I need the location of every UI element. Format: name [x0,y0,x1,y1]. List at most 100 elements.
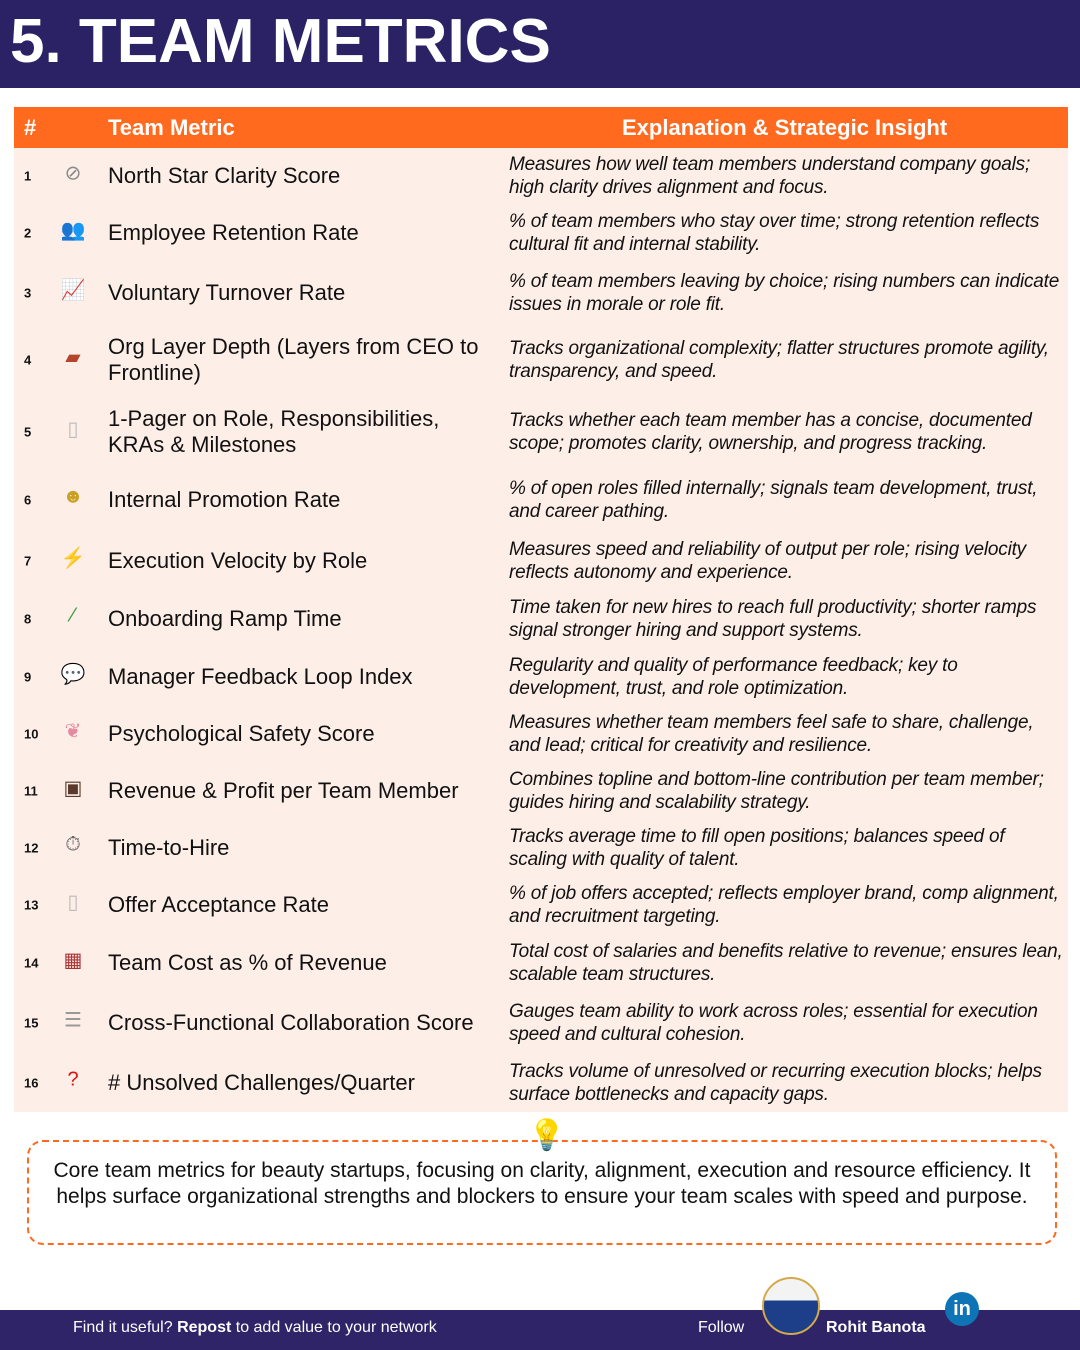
question-mark-icon: ? [67,1068,79,1091]
metric-name: Org Layer Depth (Layers from CEO to Fron… [108,334,479,385]
row-number: 9 [24,669,32,684]
people-icon: 👥 [60,219,86,241]
title-bar: 5. TEAM METRICS [0,0,1080,88]
row-number: 1 [24,168,32,184]
speech-bubble-icon: 💬 [60,663,86,685]
metric-explanation: % of team members leaving by choice; ris… [509,270,1060,315]
metric-explanation: Measures how well team members understan… [509,154,1031,198]
lightning-icon: ⚡ [60,547,86,569]
table-row: 9 💬 Manager Feedback Loop Index Regulari… [14,648,1068,705]
table-row: 7 ⚡ Execution Velocity by Role Measures … [14,531,1068,590]
metric-name: Execution Velocity by Role [108,547,368,573]
table-row: 13 ▯ Offer Acceptance Rate % of job offe… [14,876,1068,933]
metrics-table: # Team Metric Explanation & Strategic In… [14,107,1068,1112]
table-row: 2 👥 Employee Retention Rate % of team me… [14,204,1068,261]
worker-icon: ☻ [62,485,84,508]
metric-name: Employee Retention Rate [108,219,359,245]
metric-explanation: Regularity and quality of performance fe… [509,654,958,699]
metric-explanation: Total cost of salaries and benefits rela… [509,941,1063,985]
header-num: # [24,115,37,140]
table-row: 10 ❦ Psychological Safety Score Measures… [14,705,1068,762]
metric-explanation: Tracks volume of unresolved or recurring… [509,1060,1042,1105]
row-number: 6 [24,492,32,507]
footer: Find it useful? Repost to add value to y… [0,1310,1080,1350]
table-header: # Team Metric Explanation & Strategic In… [14,107,1068,148]
metric-explanation: Time taken for new hires to reach full p… [509,597,1037,641]
metric-name: Manager Feedback Loop Index [108,663,413,689]
row-number: 10 [24,726,39,741]
metric-explanation: Tracks whether each team member has a co… [509,410,1032,454]
metric-explanation: % of team members who stay over time; st… [509,210,1040,255]
table-row: 14 ▦ Team Cost as % of Revenue Total cos… [14,933,1068,993]
stopwatch-icon: ⏱ [65,833,81,856]
metric-explanation: Tracks organizational complexity; flatte… [509,338,1049,382]
table-row: 3 📈 Voluntary Turnover Rate % of team me… [14,261,1068,324]
row-number: 11 [24,783,38,798]
cta-prefix: Find it useful? [73,1319,178,1336]
metric-explanation: % of job offers accepted; reflects emplo… [509,882,1059,927]
compass-icon: ⊘ [64,162,82,185]
metric-explanation: Tracks average time to fill open positio… [509,825,1005,870]
metric-name: Revenue & Profit per Team Member [108,777,459,803]
header-metric: Team Metric [108,115,235,140]
metric-name: Offer Acceptance Rate [108,891,329,917]
cta-suffix: to add value to your network [231,1319,437,1336]
cta-bold: Repost [177,1319,232,1336]
row-number: 12 [24,840,39,855]
brain-icon: ❦ [64,720,82,742]
table-row: 16 ? # Unsolved Challenges/Quarter Track… [14,1053,1068,1112]
row-number: 15 [24,1015,39,1031]
metric-name: North Star Clarity Score [108,163,341,188]
abacus-icon: ▦ [63,949,83,972]
metric-name: 1-Pager on Role, Responsibilities, KRAs … [108,406,440,457]
page-title: 5. TEAM METRICS [10,7,551,76]
row-number: 14 [24,955,39,971]
table-row: 8 ⁄ Onboarding Ramp Time Time taken for … [14,590,1068,648]
light-bulb-icon: 💡 [528,1119,566,1152]
metric-name: Voluntary Turnover Rate [108,279,346,305]
table-row: 1 ⊘ North Star Clarity Score Measures ho… [14,148,1068,204]
table-row: 5 ▯ 1-Pager on Role, Responsibilities, K… [14,396,1068,468]
summary-note: Core team metrics for beauty startups, f… [27,1140,1057,1245]
note-text: Core team metrics for beauty startups, f… [53,1159,1031,1208]
chart-increasing-icon: 📈 [60,279,86,301]
metric-name: Time-to-Hire [108,834,230,860]
avatar [762,1277,820,1335]
table-row: 12 ⏱ Time-to-Hire Tracks average time to… [14,819,1068,876]
table-row: 4 ▰ Org Layer Depth (Layers from CEO to … [14,324,1068,396]
metric-name: Onboarding Ramp Time [108,606,342,631]
row-number: 2 [24,225,32,240]
row-number: 16 [24,1075,39,1090]
author-name[interactable]: Rohit Banota [826,1319,926,1336]
metric-name: Internal Promotion Rate [108,486,341,512]
metric-explanation: Gauges team ability to work across roles… [509,1001,1038,1045]
metric-explanation: Measures speed and reliability of output… [509,538,1026,583]
receipt-icon: ☰ [64,1009,82,1032]
row-number: 8 [24,611,32,627]
repost-cta: Find it useful? Repost to add value to y… [73,1319,437,1337]
row-number: 4 [24,352,32,368]
metric-name: Cross-Functional Collaboration Score [108,1010,474,1035]
table-row: 6 ☻ Internal Promotion Rate % of open ro… [14,468,1068,531]
row-number: 13 [24,897,39,912]
bricks-icon: ▰ [65,346,81,369]
metric-name: # Unsolved Challenges/Quarter [108,1069,415,1095]
metric-explanation: % of open roles filled internally; signa… [509,477,1038,522]
page-icon: ▯ [67,418,79,441]
table-body: 1 ⊘ North Star Clarity Score Measures ho… [14,148,1068,1112]
linkedin-icon[interactable]: in [945,1292,979,1326]
test-tube-icon: ⁄ [71,604,75,627]
page-icon: ▯ [67,891,79,913]
row-number: 7 [24,553,32,568]
table-row: 11 ▣ Revenue & Profit per Team Member Co… [14,762,1068,819]
row-number: 5 [24,424,32,440]
metric-name: Psychological Safety Score [108,720,375,746]
row-number: 3 [24,285,32,300]
table-row: 15 ☰ Cross-Functional Collaboration Scor… [14,993,1068,1053]
briefcase-icon: ▣ [63,777,83,799]
metric-explanation: Combines topline and bottom-line contrib… [509,768,1044,813]
header-explanation: Explanation & Strategic Insight [622,115,948,140]
follow-label: Follow [698,1319,745,1336]
metric-name: Team Cost as % of Revenue [108,950,387,975]
metric-explanation: Measures whether team members feel safe … [509,711,1034,756]
